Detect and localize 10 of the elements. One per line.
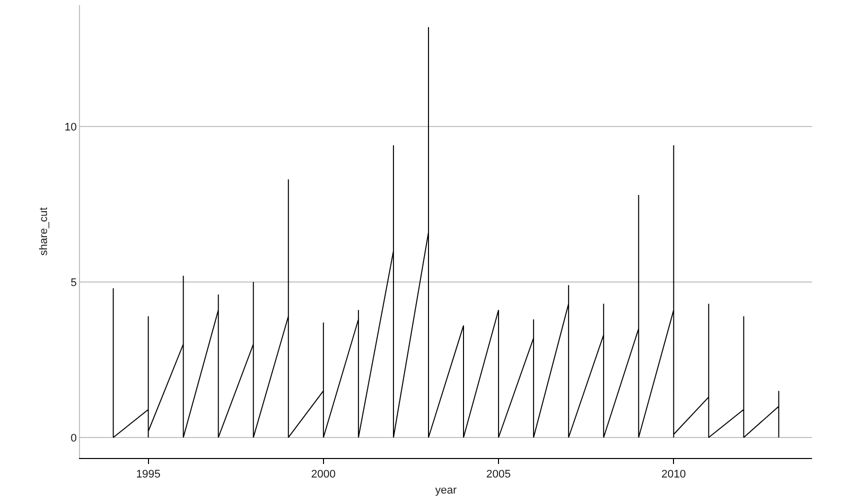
y-tick-label: 0 bbox=[70, 432, 77, 444]
x-tick-label: 2005 bbox=[486, 468, 511, 480]
line-series bbox=[112, 26, 780, 438]
x-tick-label: 2010 bbox=[661, 468, 686, 480]
x-tick-label: 1995 bbox=[136, 468, 161, 480]
y-axis-title: share_cut bbox=[38, 207, 50, 256]
x-tick-label: 2000 bbox=[311, 468, 336, 480]
y-tick-label: 10 bbox=[64, 121, 77, 134]
x-axis-title: year bbox=[435, 484, 458, 496]
y-tick-label: 5 bbox=[70, 276, 77, 289]
